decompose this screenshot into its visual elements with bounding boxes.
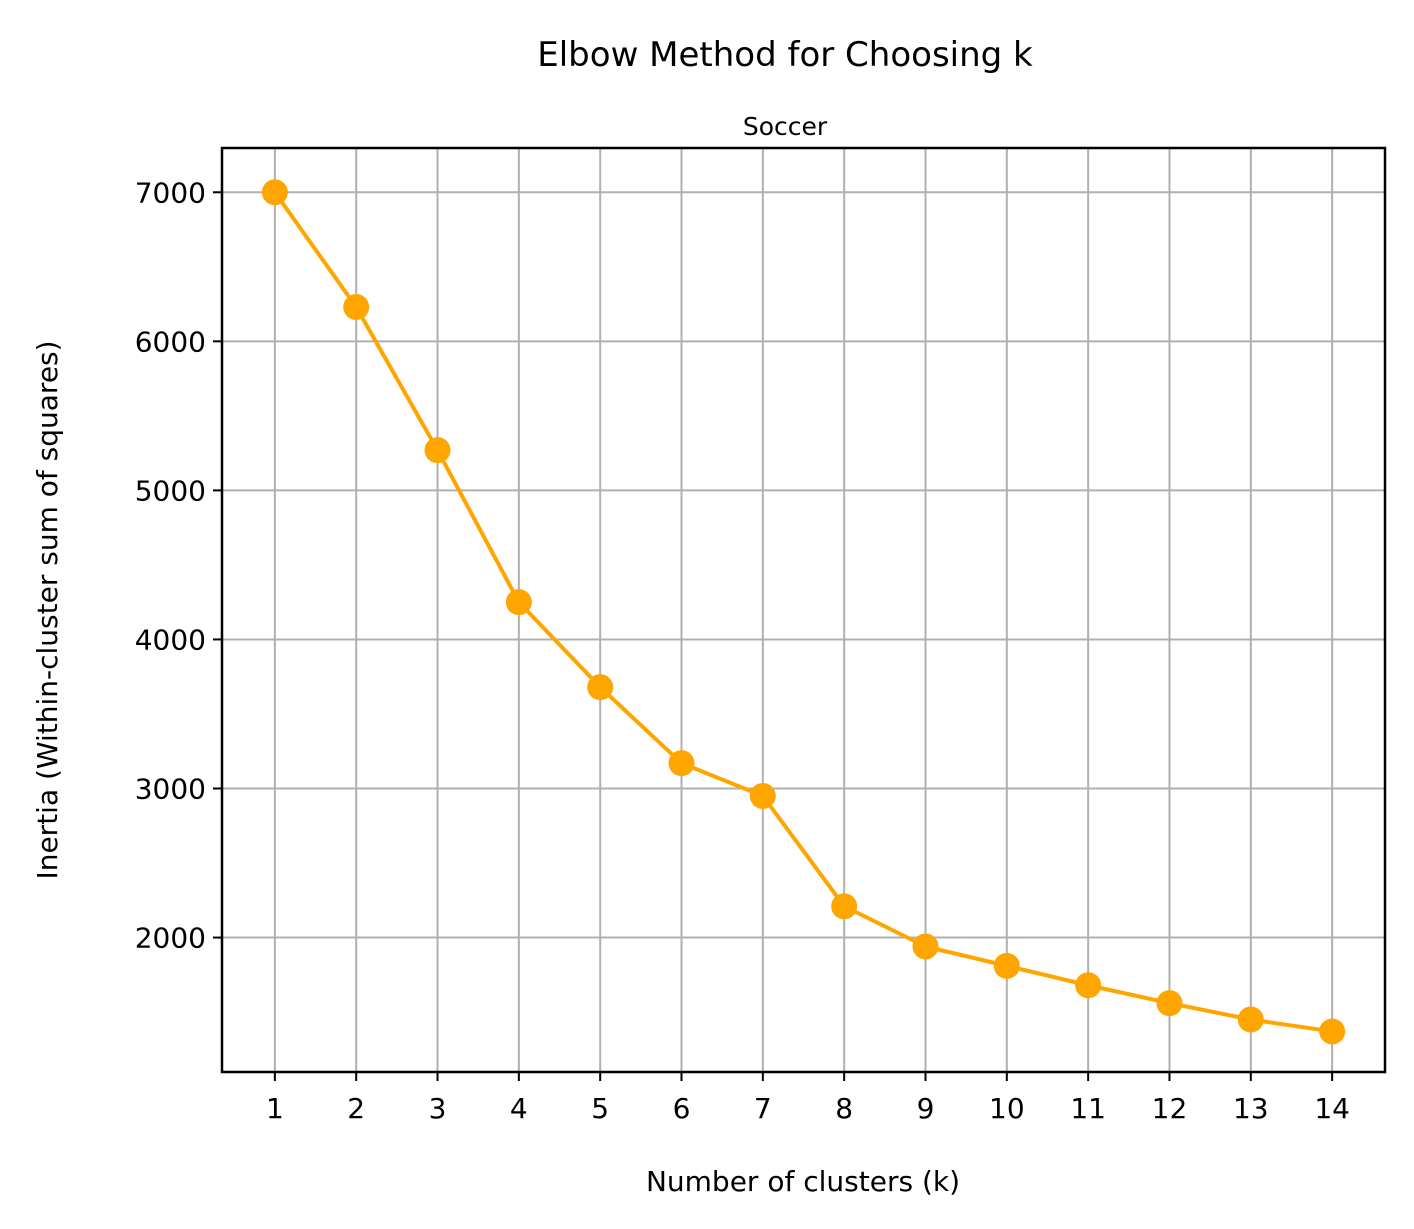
series-layer: [261, 179, 1346, 1045]
data-point: [505, 589, 532, 616]
data-point: [1156, 990, 1183, 1017]
data-point: [1319, 1018, 1346, 1045]
x-tick-label: 8: [835, 1092, 853, 1125]
x-tick-label: 3: [429, 1092, 447, 1125]
data-point: [993, 952, 1020, 979]
x-tick-label: 2: [347, 1092, 365, 1125]
x-tick-label: 13: [1233, 1092, 1269, 1125]
plot-frame: [220, 146, 1387, 1074]
x-tick-label: 7: [754, 1092, 772, 1125]
y-tick-label: 6000: [135, 325, 206, 358]
data-point: [261, 179, 288, 206]
x-tick-label: 1: [266, 1092, 284, 1125]
y-tick-label: 4000: [135, 623, 206, 656]
data-point: [424, 437, 451, 464]
data-point: [668, 750, 695, 777]
y-tick-label: 5000: [135, 474, 206, 507]
x-tick-label: 11: [1070, 1092, 1106, 1125]
axis-ticks: 1 2 3 4 5 6 7 8 9 10 11 12 13 14200030004000500060007…: [135, 176, 1350, 1125]
chart-subtitle: Soccer: [743, 112, 828, 141]
data-point: [1075, 972, 1102, 999]
y-axis-label: Inertia (Within-cluster sum of squares): [31, 340, 64, 879]
y-tick-label: 7000: [135, 176, 206, 209]
x-tick-label: 14: [1314, 1092, 1350, 1125]
x-tick-label: 4: [510, 1092, 528, 1125]
x-tick-label: 5: [591, 1092, 609, 1125]
data-point: [749, 782, 776, 809]
x-tick-label: 10: [989, 1092, 1025, 1125]
x-tick-label: 9: [917, 1092, 935, 1125]
series-line: [273, 191, 1333, 1034]
chart-title: Elbow Method for Choosing k: [537, 35, 1033, 75]
data-point: [831, 893, 858, 920]
data-point: [1237, 1006, 1264, 1033]
x-tick-label: 6: [673, 1092, 691, 1125]
grid-lines: [222, 148, 1385, 1072]
data-point: [912, 933, 939, 960]
data-point: [587, 674, 614, 701]
y-tick-label: 3000: [135, 772, 206, 805]
x-tick-label: 12: [1152, 1092, 1188, 1125]
data-point: [343, 294, 370, 321]
x-axis-label: Number of clusters (k): [646, 1165, 960, 1198]
y-tick-label: 2000: [135, 922, 206, 955]
